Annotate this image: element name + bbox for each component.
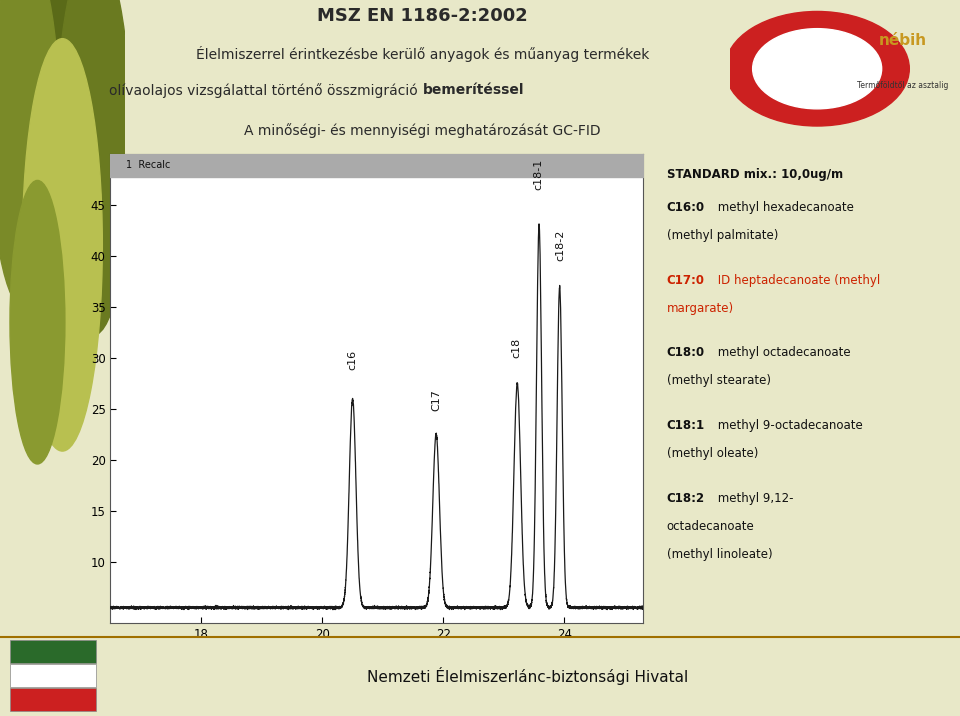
Text: octadecanoate: octadecanoate (666, 520, 755, 533)
Text: methyl octadecanoate: methyl octadecanoate (713, 347, 851, 359)
Circle shape (12, 0, 112, 303)
Text: nébih: nébih (878, 33, 926, 47)
Text: olívaolajos vizsgálattal történő összmigráció: olívaolajos vizsgálattal történő összmig… (109, 83, 422, 98)
Text: Élelmiszerrel érintkezésbe kerülő anyagok és műanyag termékek: Élelmiszerrel érintkezésbe kerülő anyago… (196, 46, 649, 62)
Text: (methyl linoleate): (methyl linoleate) (666, 548, 773, 561)
Text: C16:0: C16:0 (666, 200, 705, 214)
Text: C18:1: C18:1 (666, 419, 705, 432)
Text: bemerítéssel: bemerítéssel (422, 83, 524, 97)
Text: C17: C17 (431, 389, 442, 411)
Text: margarate): margarate) (666, 301, 733, 314)
Text: 1  Recalc: 1 Recalc (126, 160, 170, 170)
Text: (methyl palmitate): (methyl palmitate) (666, 229, 779, 242)
Circle shape (10, 180, 65, 464)
Text: methyl 9-octadecanoate: methyl 9-octadecanoate (713, 419, 862, 432)
Text: methyl hexadecanoate: methyl hexadecanoate (713, 200, 853, 214)
Circle shape (725, 11, 909, 126)
Text: A minőségi- és mennyiségi meghatározását GC-FID: A minőségi- és mennyiségi meghatározását… (244, 123, 601, 138)
Text: STANDARD mix.: 10,0ug/m: STANDARD mix.: 10,0ug/m (666, 168, 843, 181)
Text: c16: c16 (348, 350, 357, 370)
Circle shape (753, 29, 881, 109)
Text: MSZ EN 1186-2:2002: MSZ EN 1186-2:2002 (317, 7, 528, 25)
Circle shape (56, 0, 131, 335)
FancyBboxPatch shape (10, 640, 96, 663)
Text: c18-1: c18-1 (534, 158, 543, 190)
Text: (methyl stearate): (methyl stearate) (666, 374, 771, 387)
FancyBboxPatch shape (10, 688, 96, 711)
FancyBboxPatch shape (10, 664, 96, 687)
Text: c18-2: c18-2 (555, 230, 565, 261)
Text: methyl 9,12-: methyl 9,12- (713, 492, 793, 505)
Circle shape (22, 39, 103, 451)
Text: ID heptadecanoate (methyl: ID heptadecanoate (methyl (713, 274, 879, 286)
Text: (methyl oleate): (methyl oleate) (666, 447, 758, 460)
Text: Termőföldtől az asztalig: Termőföldtől az asztalig (856, 82, 948, 90)
Text: C18:0: C18:0 (666, 347, 705, 359)
Circle shape (0, 0, 60, 309)
Text: c18: c18 (511, 338, 521, 358)
Text: C17:0: C17:0 (666, 274, 705, 286)
Text: C18:2: C18:2 (666, 492, 705, 505)
Text: Nemzeti Élelmiszerlánc-biztonsági Hivatal: Nemzeti Élelmiszerlánc-biztonsági Hivata… (368, 667, 688, 685)
